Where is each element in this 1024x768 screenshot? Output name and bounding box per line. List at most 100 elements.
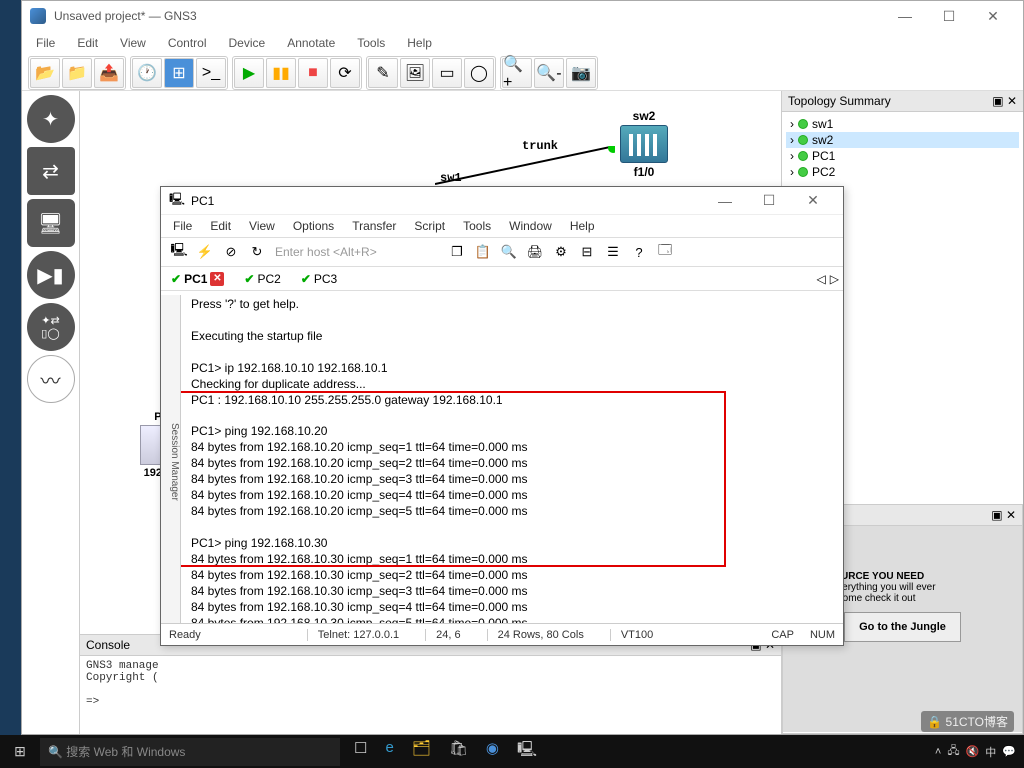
gns3-titlebar[interactable]: Unsaved project* — GNS3 — ☐ ✕ (22, 1, 1023, 31)
led-icon (798, 167, 808, 177)
ellipse-icon[interactable]: ◯ (464, 58, 494, 88)
store-icon[interactable]: 🛍 (449, 739, 468, 764)
screenshot-icon[interactable]: 📷 (566, 58, 596, 88)
topo-item-sw1[interactable]: › sw1 (786, 116, 1019, 132)
menu-control[interactable]: Control (158, 34, 217, 52)
settings-icon[interactable]: ⚙ (549, 240, 573, 264)
grid-icon[interactable]: ⊞ (164, 58, 194, 88)
menu-view[interactable]: View (110, 34, 156, 52)
session-manager-tab[interactable]: Session Manager (161, 295, 181, 623)
taskview-icon[interactable]: ☐ (354, 739, 367, 764)
node-sw2[interactable]: sw2 f1/0 (620, 109, 668, 179)
term-task-icon[interactable]: 🖳 (517, 739, 537, 764)
paste-icon[interactable]: 📋 (471, 240, 495, 264)
close-button[interactable]: ✕ (971, 2, 1015, 30)
help-icon[interactable]: ? (627, 240, 651, 264)
tab-close-icon[interactable]: ✕ (210, 272, 224, 286)
security-icon[interactable]: ▶▮ (27, 251, 75, 299)
tray-vol-icon[interactable]: 🔇 (966, 745, 980, 758)
router-icon[interactable]: ✦ (27, 95, 75, 143)
tab-nav: ◁ ▷ (817, 272, 839, 286)
tmenu-view[interactable]: View (241, 217, 283, 235)
console-panel: Console▣ ✕ GNS3 manage Copyright ( => (80, 634, 781, 734)
taskbar-search[interactable]: 🔍 搜索 Web 和 Windows (40, 738, 340, 766)
tray-net-icon[interactable]: 🖧 (947, 742, 959, 761)
gns3-app-icon (30, 8, 46, 24)
tmenu-tools[interactable]: Tools (455, 217, 499, 235)
about-icon[interactable]: 🗔 (653, 240, 677, 264)
zoomin-icon[interactable]: 🔍+ (502, 58, 532, 88)
topo-item-sw2[interactable]: › sw2 (786, 132, 1019, 148)
all-icon[interactable]: ✦⇄▯◯ (27, 303, 75, 351)
menu-tools[interactable]: Tools (347, 34, 395, 52)
tmenu-help[interactable]: Help (562, 217, 603, 235)
menu-device[interactable]: Device (219, 34, 276, 52)
tray-notif-icon[interactable]: 💬 (1002, 745, 1016, 758)
maximize-button[interactable]: ☐ (927, 2, 971, 30)
console-icon[interactable]: >_ (196, 58, 226, 88)
tmenu-file[interactable]: File (165, 217, 200, 235)
session-icon[interactable]: 🖳 (167, 240, 191, 264)
tab-prev-icon[interactable]: ◁ (817, 272, 826, 286)
tmenu-edit[interactable]: Edit (202, 217, 239, 235)
columns-icon[interactable]: ☰ (601, 240, 625, 264)
export-icon[interactable]: 📤 (94, 58, 124, 88)
panel-controls[interactable]: ▣ ✕ (991, 508, 1016, 522)
topo-item-pc1[interactable]: › PC1 (786, 148, 1019, 164)
menu-annotate[interactable]: Annotate (277, 34, 345, 52)
trunk-label: trunk (522, 139, 558, 153)
reload-icon[interactable]: ⟳ (330, 58, 360, 88)
save-icon[interactable]: 📁 (62, 58, 92, 88)
clock-icon[interactable]: 🕐 (132, 58, 162, 88)
tmenu-window[interactable]: Window (501, 217, 560, 235)
term-minimize-button[interactable]: — (703, 187, 747, 215)
find-icon[interactable]: 🔍 (497, 240, 521, 264)
tab-pc1[interactable]: ✔PC1✕ (165, 270, 230, 288)
tab-next-icon[interactable]: ▷ (830, 272, 839, 286)
topo-item-pc2[interactable]: › PC2 (786, 164, 1019, 180)
term-titlebar[interactable]: 🖳 PC1 — ☐ ✕ (161, 187, 843, 215)
start-button[interactable]: ⊞ (0, 743, 40, 760)
note-icon[interactable]: ✎ (368, 58, 398, 88)
copy-icon[interactable]: ❐ (445, 240, 469, 264)
open-icon[interactable]: 📂 (30, 58, 60, 88)
go-jungle-button[interactable]: Go to the Jungle (844, 612, 961, 642)
pc-icon[interactable]: 🖥 (27, 199, 75, 247)
zoomout-icon[interactable]: 🔍- (534, 58, 564, 88)
tray-ime-icon[interactable]: 中 (985, 744, 996, 760)
image-icon[interactable]: 🖼 (400, 58, 430, 88)
quick-icon[interactable]: ⚡ (193, 240, 217, 264)
tab-pc2[interactable]: ✔PC2 (238, 270, 286, 288)
explorer-icon[interactable]: 🗂 (412, 739, 431, 764)
host-input[interactable]: Enter host <Alt+R> (271, 243, 421, 261)
tmenu-options[interactable]: Options (285, 217, 342, 235)
term-statusbar: Ready Telnet: 127.0.0.1 24, 6 24 Rows, 8… (161, 623, 843, 645)
tray-up-icon[interactable]: ˄ (935, 746, 941, 758)
menu-edit[interactable]: Edit (67, 34, 108, 52)
keyword-icon[interactable]: ⊟ (575, 240, 599, 264)
term-close-button[interactable]: ✕ (791, 187, 835, 215)
play-icon[interactable]: ▶ (234, 58, 264, 88)
edge-icon[interactable]: e (385, 739, 393, 764)
sw2-label: sw2 (620, 109, 668, 123)
gns3-task-icon[interactable]: ◉ (486, 739, 499, 764)
term-maximize-button[interactable]: ☐ (747, 187, 791, 215)
menu-help[interactable]: Help (397, 34, 442, 52)
topology-header[interactable]: Topology Summary▣ ✕ (782, 91, 1023, 112)
minimize-button[interactable]: — (883, 2, 927, 30)
tmenu-script[interactable]: Script (406, 217, 453, 235)
menu-file[interactable]: File (26, 34, 65, 52)
switch-icon[interactable]: ⇄ (27, 147, 75, 195)
panel-controls[interactable]: ▣ ✕ (992, 94, 1017, 108)
tmenu-transfer[interactable]: Transfer (344, 217, 404, 235)
term-pre: Press '?' to get help. Executing the sta… (191, 297, 503, 407)
pause-icon[interactable]: ▮▮ (266, 58, 296, 88)
stop-icon[interactable]: ■ (298, 58, 328, 88)
tab-pc3[interactable]: ✔PC3 (295, 270, 343, 288)
terminal-output[interactable]: Press '?' to get help. Executing the sta… (181, 291, 843, 623)
print-icon[interactable]: 🖨 (523, 240, 547, 264)
reconnect-icon[interactable]: ↻ (245, 240, 269, 264)
rect-icon[interactable]: ▭ (432, 58, 462, 88)
disconnect-icon[interactable]: ⊘ (219, 240, 243, 264)
link-icon[interactable]: 〰 (27, 355, 75, 403)
